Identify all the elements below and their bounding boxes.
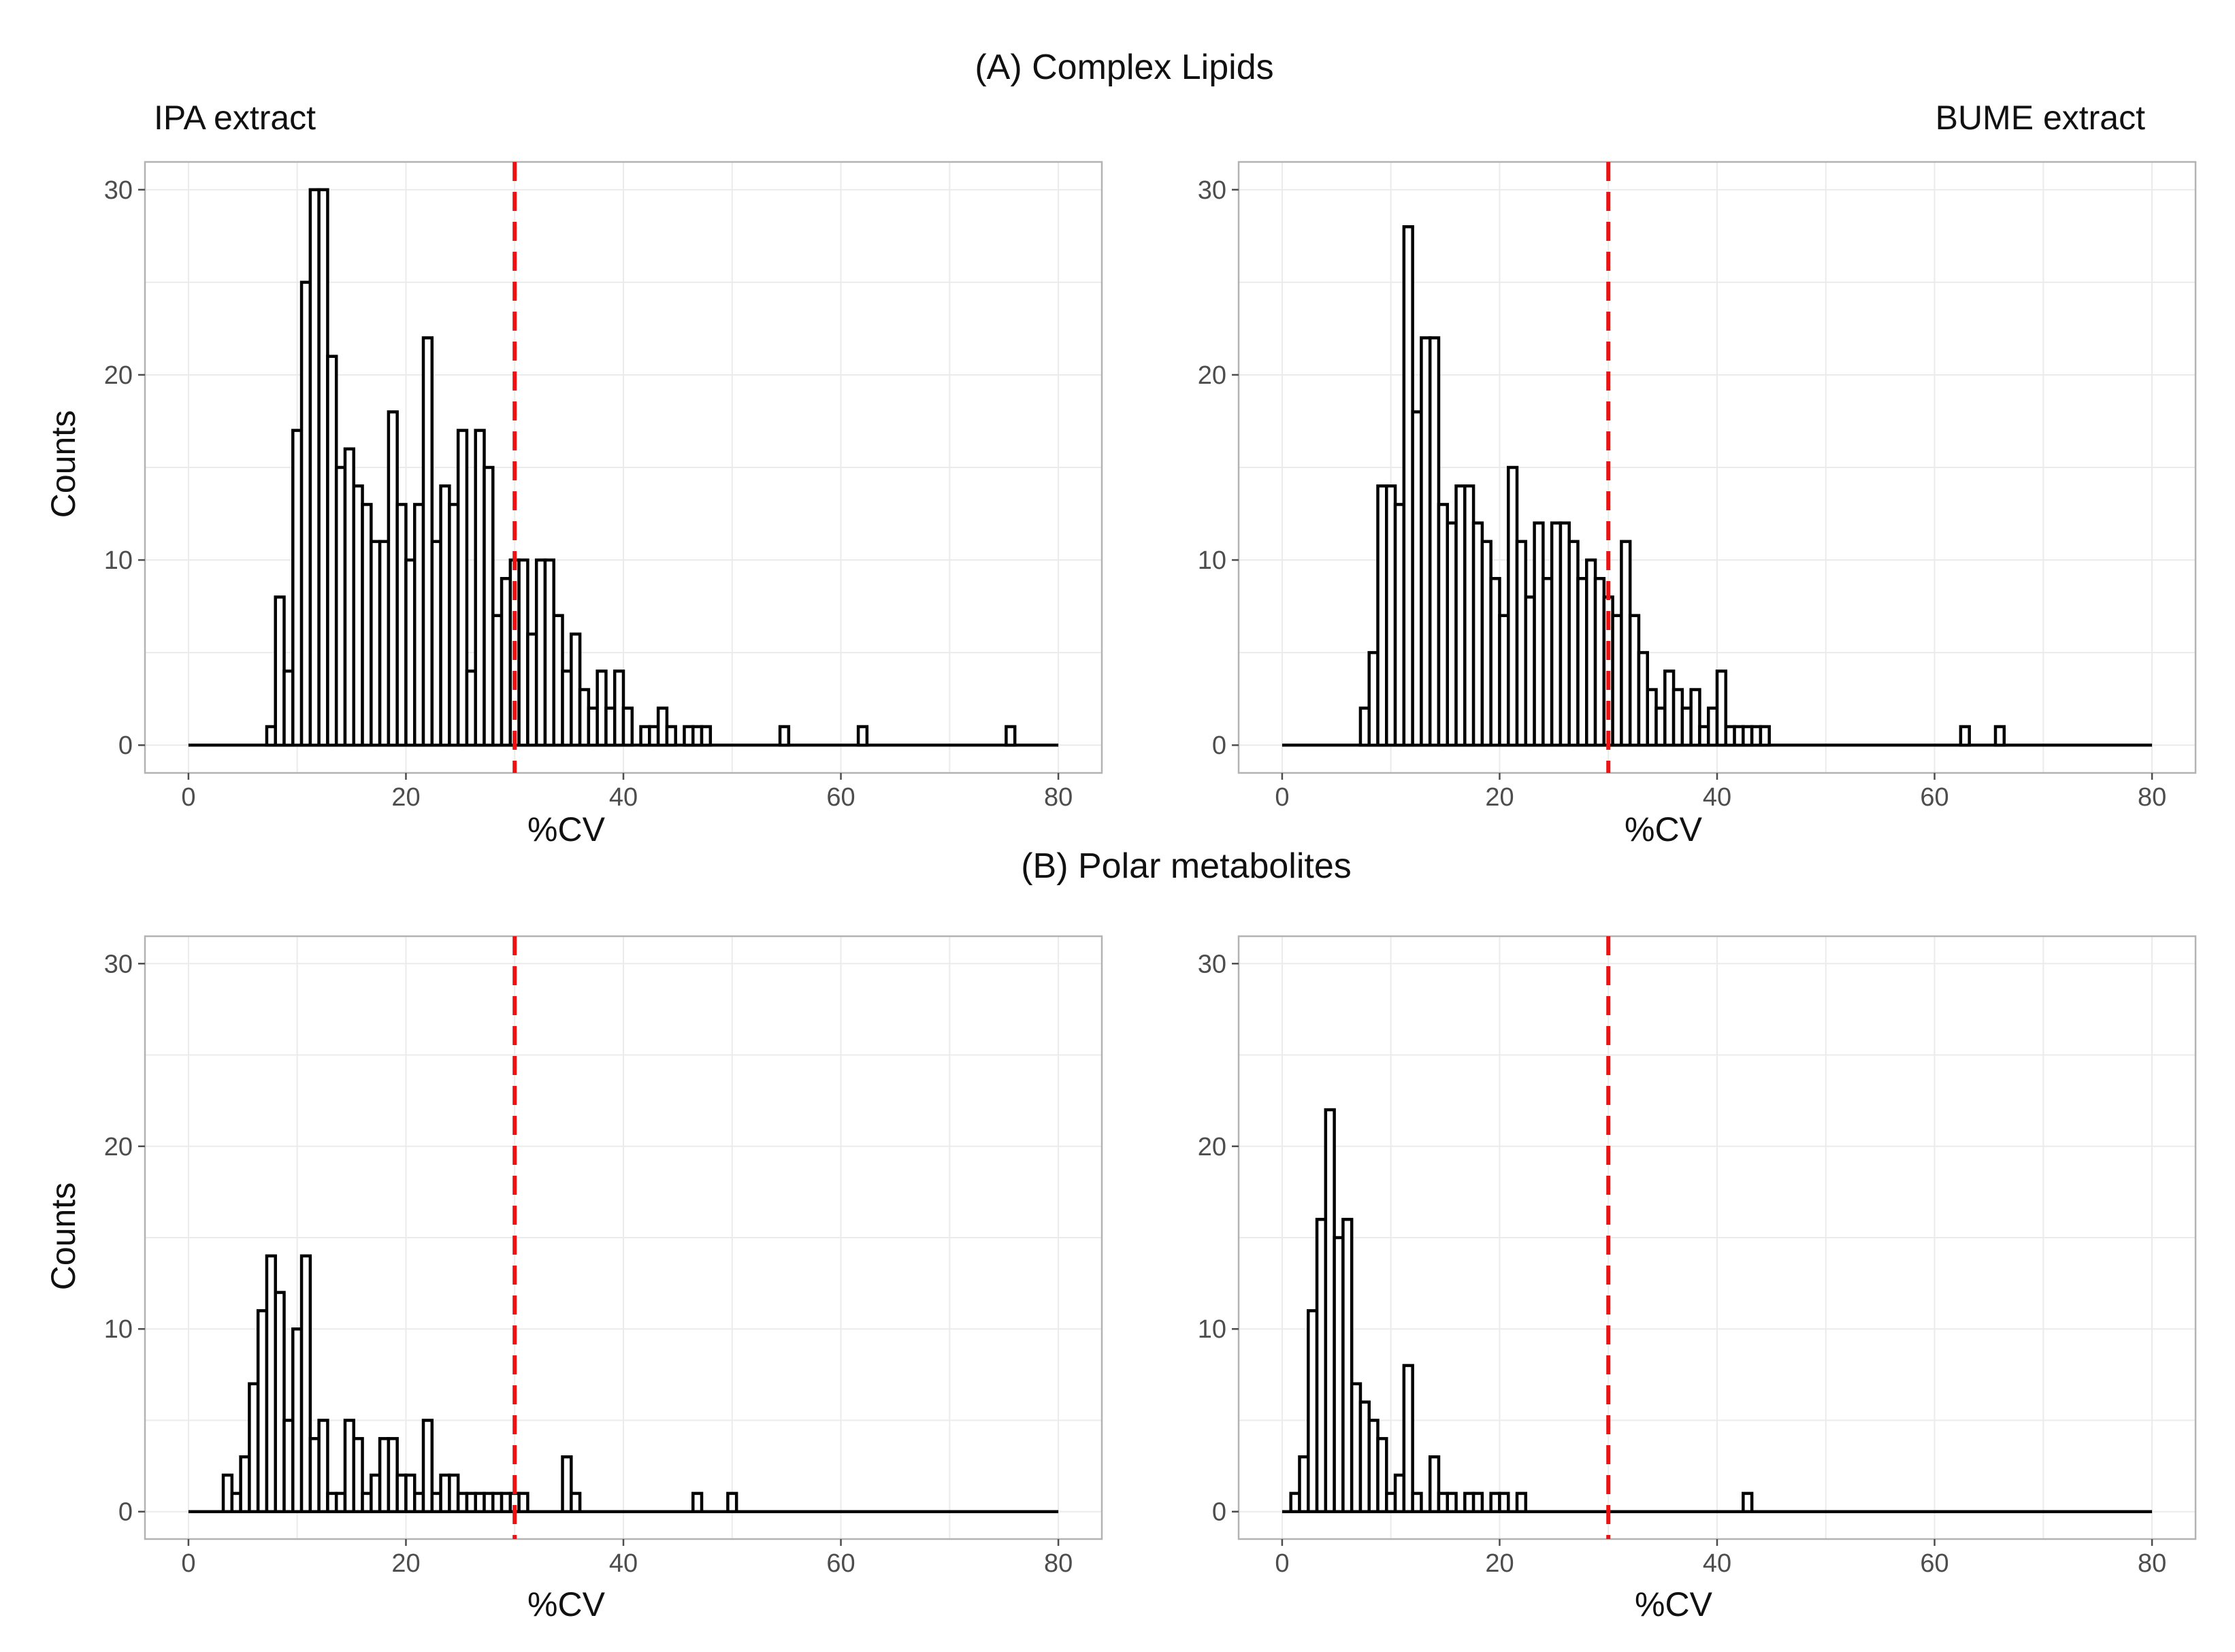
x-tick-label: 40 [609,783,638,812]
y-tick-label: 20 [104,1133,133,1161]
x-tick-label: 40 [1703,783,1731,812]
x-axis-title: %CV [527,1585,606,1623]
y-tick-label: 10 [1198,1315,1226,1344]
y-tick-label: 10 [104,546,133,575]
panel-polar-metabolites-ipa: 0 20 40 60 80 0 10 20 30 %CV Counts [44,935,1103,1623]
x-axis-title: %CV [1635,1585,1713,1623]
histogram-bar [570,1491,582,1513]
x-tick-label: 80 [2138,1549,2166,1578]
histogram-bar [456,429,469,747]
histogram-bar [1428,1455,1441,1513]
x-tick-label: 60 [826,1549,855,1578]
x-tick-label: 0 [181,1549,195,1578]
x-tick-label: 60 [1920,783,1948,812]
histogram-bar [778,725,791,747]
histogram-bar [1759,725,1771,747]
y-tick-label: 0 [118,1498,133,1527]
histogram-bar [1498,1491,1510,1513]
histogram-bar [1993,725,2006,747]
histogram-bar [1742,1491,1754,1513]
histogram-bar [1402,1364,1414,1513]
panel-complex-lipids-bume: 0 20 40 60 80 0 10 20 30 %CV [1198,161,2197,848]
x-tick-label: 60 [1920,1549,1948,1578]
y-tick-label: 30 [104,950,133,978]
x-tick-label: 0 [181,783,195,812]
histogram-bar [1959,725,1971,747]
right-column-label: BUME extract [1936,99,2146,137]
histogram-bar [1411,1491,1423,1513]
x-tick-label: 20 [1485,1549,1514,1578]
y-tick-label: 20 [104,361,133,390]
x-tick-label: 0 [1275,783,1289,812]
x-tick-label: 80 [1044,783,1073,812]
histogram-bar [421,1419,434,1513]
x-axis-title: %CV [527,810,606,848]
y-tick-label: 0 [1212,731,1226,760]
histogram-bar [1471,1491,1484,1513]
y-tick-label: 20 [1198,1133,1226,1161]
histogram-bar [274,1291,286,1513]
x-tick-label: 20 [391,1549,420,1578]
histogram-bar [700,725,713,747]
y-axis-title: Counts [44,1183,82,1290]
panel-polar-metabolites-bume: 0 20 40 60 80 0 10 20 30 %CV [1198,935,2197,1623]
histogram-bar [726,1491,738,1513]
x-tick-label: 0 [1275,1549,1289,1578]
left-column-label: IPA extract [154,99,316,137]
histogram-bar [856,725,869,747]
histogram-bar [691,1491,704,1513]
panel-complex-lipids-ipa: 0 20 40 60 80 0 10 20 30 %CV Counts [44,161,1103,848]
x-tick-label: 40 [1703,1549,1731,1578]
x-tick-label: 40 [609,1549,638,1578]
x-tick-label: 80 [1044,1549,1073,1578]
section-b-title: (B) Polar metabolites [1021,846,1352,886]
y-tick-label: 20 [1198,361,1226,390]
histogram-bar [1446,1491,1458,1513]
histogram-bar [352,1437,364,1513]
section-a-title: (A) Complex Lipids [975,48,1273,87]
y-tick-label: 10 [1198,546,1226,575]
x-tick-label: 60 [826,783,855,812]
histogram-bar [1341,1217,1354,1513]
histogram-bar [561,1455,573,1513]
histogram-bar [299,1254,312,1513]
y-tick-label: 30 [1198,950,1226,978]
y-tick-label: 30 [1198,176,1226,205]
x-axis-title: %CV [1625,810,1703,848]
histogram-bar [483,465,495,747]
histogram-bar [1005,725,1017,747]
y-tick-label: 30 [104,176,133,205]
histogram-bar [1376,1437,1388,1513]
histogram-bar [1715,670,1728,747]
histogram-bar [317,1419,329,1513]
y-tick-label: 0 [118,731,133,760]
y-tick-label: 0 [1212,1498,1226,1527]
x-tick-label: 80 [2138,783,2166,812]
histogram-bar [1515,1491,1528,1513]
y-tick-label: 10 [104,1315,133,1344]
histogram-bar [621,706,634,747]
histogram-bar [665,725,677,747]
x-tick-label: 20 [391,783,420,812]
x-tick-label: 20 [1485,783,1514,812]
y-axis-title: Counts [44,410,82,518]
histogram-bar [517,1491,529,1513]
histogram-bar [1689,688,1701,747]
